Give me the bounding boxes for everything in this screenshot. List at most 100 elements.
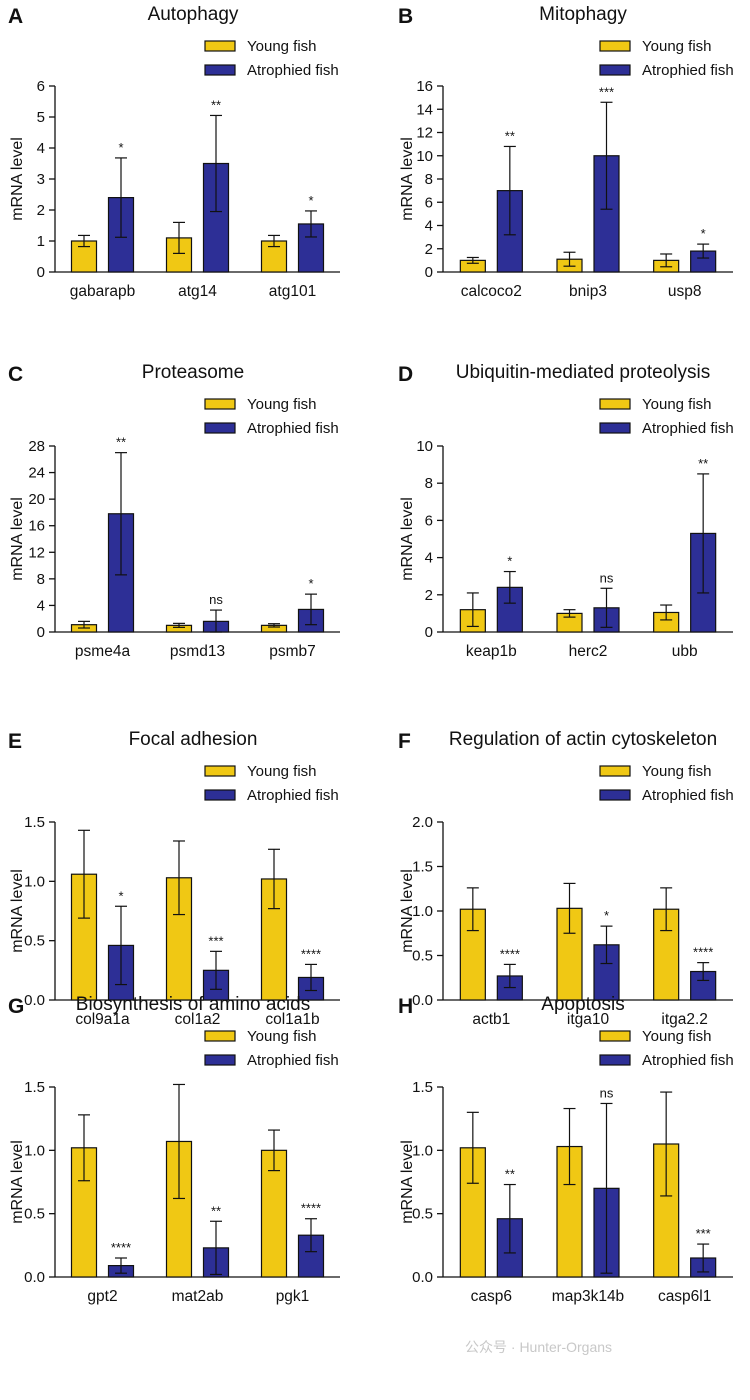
y-tick-label: 0.5	[412, 1206, 433, 1223]
x-category-label: casp6	[471, 1288, 512, 1305]
y-tick-label: 0.5	[412, 948, 433, 965]
x-category-label: gabarapb	[70, 283, 136, 300]
x-category-label: col1a2	[175, 1011, 221, 1028]
y-tick-label: 0.0	[24, 1269, 45, 1286]
x-category-label: psme4a	[75, 643, 131, 660]
legend-label-young: Young fish	[642, 396, 712, 413]
bar-young	[556, 1145, 583, 1278]
legend-label-atrophied: Atrophied fish	[247, 1052, 339, 1069]
y-tick-label: 0	[425, 624, 433, 641]
y-tick-label: 3	[37, 171, 45, 188]
y-tick-label: 1.0	[412, 1142, 433, 1159]
significance-label: **	[505, 128, 515, 143]
y-tick-label: 2	[425, 587, 433, 604]
x-category-label: keap1b	[466, 643, 517, 660]
legend-swatch-young	[599, 40, 631, 52]
legend-label-young: Young fish	[247, 38, 317, 55]
significance-label: **	[698, 456, 708, 471]
chart-title: Biosynthesis of amino acids	[76, 994, 310, 1015]
y-tick-label: 2	[37, 202, 45, 219]
significance-label: ns	[600, 570, 614, 585]
y-tick-label: 16	[416, 78, 433, 95]
chart-title: Proteasome	[142, 362, 244, 383]
chart-title: Focal adhesion	[129, 729, 258, 750]
x-category-label: col1a1b	[265, 1011, 319, 1028]
y-tick-label: 16	[28, 518, 45, 535]
chart-title: Regulation of actin cytoskeleton	[449, 729, 717, 750]
panel-b: B Mitophagy Young fish Atrophied fish 0 2 4 6 8 1…	[398, 4, 734, 300]
significance-label: ****	[301, 946, 321, 961]
y-tick-label: 0	[37, 264, 45, 281]
x-category-label: psmb7	[269, 643, 316, 660]
chart-title: Apoptosis	[541, 994, 624, 1015]
y-tick-label: 0.0	[412, 992, 433, 1009]
significance-label: **	[116, 435, 126, 450]
y-tick-label: 20	[28, 491, 45, 508]
y-tick-label: 0.0	[412, 1269, 433, 1286]
panel-letter: B	[398, 5, 413, 28]
y-tick-label: 14	[416, 101, 433, 118]
significance-label: *	[507, 554, 512, 569]
legend-label-young: Young fish	[642, 1028, 712, 1045]
legend-label-young: Young fish	[247, 763, 317, 780]
panel-letter: G	[8, 995, 24, 1018]
legend-label-young: Young fish	[642, 38, 712, 55]
significance-label: ns	[600, 1085, 614, 1100]
significance-label: *	[308, 576, 313, 591]
y-tick-label: 4	[425, 218, 433, 235]
y-axis-label: mRNA level	[399, 869, 416, 953]
y-tick-label: 1.5	[24, 814, 45, 831]
legend-swatch-young	[204, 765, 236, 777]
y-tick-label: 1.5	[412, 1079, 433, 1096]
y-axis-label: mRNA level	[399, 137, 416, 221]
panel-letter: C	[8, 363, 23, 386]
legend-label-young: Young fish	[642, 763, 712, 780]
legend-swatch-atrophied	[599, 64, 631, 76]
y-tick-label: 10	[416, 148, 433, 165]
watermark-text: 公众号 · Hunter-Organs	[465, 1339, 612, 1355]
x-category-label: casp6l1	[658, 1288, 711, 1305]
legend-swatch-young	[599, 765, 631, 777]
legend-swatch-atrophied	[204, 1054, 236, 1066]
x-category-label: itga10	[567, 1011, 610, 1028]
panel-e: E Focal adhesion Young fish Atrophied fish 0…	[8, 729, 340, 1028]
y-tick-label: 1.0	[24, 1142, 45, 1159]
significance-label: ***	[599, 84, 614, 99]
y-tick-label: 6	[425, 512, 433, 529]
x-category-label: ubb	[672, 643, 698, 660]
y-tick-label: 8	[425, 475, 433, 492]
y-tick-label: 6	[37, 78, 45, 95]
y-tick-label: 1	[37, 233, 45, 250]
x-category-label: usp8	[668, 283, 702, 300]
y-tick-label: 2.0	[412, 814, 433, 831]
significance-label: ****	[500, 946, 520, 961]
panel-letter: D	[398, 363, 413, 386]
y-tick-label: 24	[28, 465, 45, 482]
legend-label-atrophied: Atrophied fish	[642, 420, 734, 437]
y-tick-label: 8	[37, 571, 45, 588]
y-tick-label: 12	[28, 544, 45, 561]
significance-label: **	[211, 1203, 221, 1218]
x-category-label: map3k14b	[552, 1288, 624, 1305]
y-tick-label: 10	[416, 438, 433, 455]
significance-label: ****	[693, 945, 713, 960]
x-category-label: psmd13	[170, 643, 225, 660]
chart-title: Autophagy	[148, 4, 239, 25]
x-category-label: herc2	[569, 643, 608, 660]
y-tick-label: 6	[425, 194, 433, 211]
x-category-label: itga2.2	[661, 1011, 708, 1028]
y-tick-label: 4	[425, 550, 433, 567]
legend-swatch-young	[599, 398, 631, 410]
chart-title: Mitophagy	[539, 4, 627, 25]
y-tick-label: 12	[416, 125, 433, 142]
x-category-label: calcoco2	[461, 283, 522, 300]
significance-label: *	[118, 140, 123, 155]
y-tick-label: 1.0	[24, 873, 45, 890]
legend-label-young: Young fish	[247, 396, 317, 413]
y-tick-label: 0.5	[24, 933, 45, 950]
legend-label-atrophied: Atrophied fish	[247, 420, 339, 437]
panel-h: H Apoptosis Young fish Atrophied fish 0.0 0.5…	[398, 994, 734, 1305]
bar-young	[556, 907, 583, 1001]
